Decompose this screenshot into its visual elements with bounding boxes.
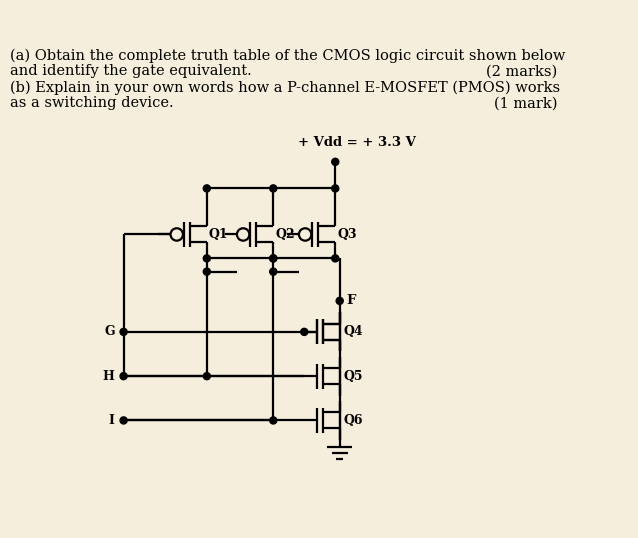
Circle shape bbox=[332, 185, 339, 192]
Circle shape bbox=[120, 417, 127, 424]
Circle shape bbox=[270, 255, 277, 262]
Text: H: H bbox=[103, 370, 115, 383]
Circle shape bbox=[204, 373, 211, 380]
Circle shape bbox=[270, 417, 277, 424]
Circle shape bbox=[300, 328, 308, 335]
Circle shape bbox=[120, 328, 127, 335]
Circle shape bbox=[204, 185, 211, 192]
Text: Q1: Q1 bbox=[209, 228, 228, 241]
Text: G: G bbox=[104, 325, 115, 338]
Text: Q3: Q3 bbox=[337, 228, 357, 241]
Text: as a switching device.: as a switching device. bbox=[10, 96, 174, 110]
Circle shape bbox=[270, 255, 277, 262]
Text: (1 mark): (1 mark) bbox=[494, 96, 558, 110]
Text: (a) Obtain the complete truth table of the CMOS logic circuit shown below: (a) Obtain the complete truth table of t… bbox=[10, 48, 566, 63]
Text: (b) Explain in your own words how a P-channel E-MOSFET (PMOS) works: (b) Explain in your own words how a P-ch… bbox=[10, 80, 560, 95]
Text: Q5: Q5 bbox=[343, 370, 363, 383]
Circle shape bbox=[120, 373, 127, 380]
Circle shape bbox=[270, 185, 277, 192]
Circle shape bbox=[332, 158, 339, 165]
Circle shape bbox=[270, 268, 277, 275]
Circle shape bbox=[336, 298, 343, 305]
Text: Q4: Q4 bbox=[343, 325, 363, 338]
Circle shape bbox=[332, 255, 339, 262]
Text: Q2: Q2 bbox=[275, 228, 295, 241]
Text: Q6: Q6 bbox=[343, 414, 363, 427]
Text: + Vdd = + 3.3 V: + Vdd = + 3.3 V bbox=[299, 136, 417, 148]
Text: (2 marks): (2 marks) bbox=[486, 65, 558, 79]
Circle shape bbox=[204, 268, 211, 275]
Text: and identify the gate equivalent.: and identify the gate equivalent. bbox=[10, 65, 252, 79]
Circle shape bbox=[204, 255, 211, 262]
Text: F: F bbox=[347, 294, 356, 307]
Text: I: I bbox=[109, 414, 115, 427]
